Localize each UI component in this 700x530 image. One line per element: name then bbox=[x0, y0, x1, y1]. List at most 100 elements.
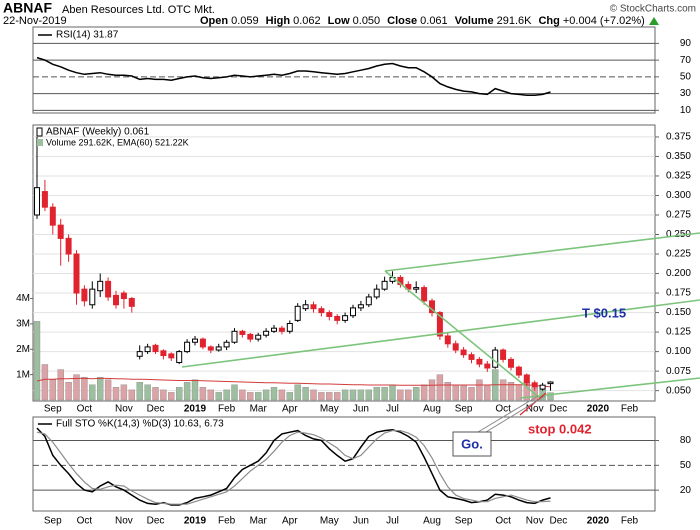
candle-body bbox=[334, 315, 341, 321]
x-tick-label: Oct bbox=[495, 516, 511, 527]
indicator-line bbox=[36, 430, 551, 505]
y-tick-label: 0.250 bbox=[666, 229, 691, 240]
quote-value: 0.061 bbox=[420, 15, 448, 27]
candle-body bbox=[286, 322, 293, 332]
trend-lines bbox=[181, 232, 700, 399]
volume-bar bbox=[247, 392, 254, 401]
volume-bar bbox=[49, 379, 56, 401]
candle-body bbox=[413, 287, 420, 290]
x-tick-label: Oct bbox=[77, 516, 93, 527]
quote-label: Chg bbox=[538, 15, 559, 27]
volume-bar bbox=[468, 387, 475, 401]
x-tick-label: 2020 bbox=[587, 404, 610, 415]
y-tick-label: 0.125 bbox=[666, 327, 691, 338]
volume-bar bbox=[334, 392, 341, 401]
volume-bar bbox=[302, 387, 309, 401]
volume-bar bbox=[191, 379, 199, 401]
rsi-panel bbox=[32, 26, 656, 114]
volume-bar bbox=[318, 392, 325, 401]
volume-bar bbox=[223, 389, 230, 401]
quote-label: High bbox=[266, 15, 291, 27]
x-tick-label: May bbox=[320, 516, 339, 527]
candle-body bbox=[263, 330, 270, 336]
panel-subtitle: Volume 291.62K, EMA(60) 521.22K bbox=[46, 137, 189, 147]
candle-body bbox=[350, 307, 356, 317]
x-tick-label: Aug bbox=[423, 516, 441, 527]
quote-value: +0.004 (+7.02%) bbox=[563, 15, 645, 27]
volume-bar bbox=[294, 384, 301, 401]
y-tick-label: 30 bbox=[680, 88, 692, 99]
volume-bar bbox=[41, 364, 49, 401]
candle-body bbox=[57, 224, 64, 239]
candle-body bbox=[484, 363, 491, 369]
volume-bar bbox=[65, 382, 72, 401]
quote-label: Volume bbox=[455, 15, 494, 27]
x-tick-label: Nov bbox=[115, 404, 133, 415]
candle-body bbox=[152, 344, 159, 353]
candle-body bbox=[41, 191, 48, 208]
volume-bar bbox=[507, 382, 515, 401]
volume-bar bbox=[168, 392, 175, 401]
volume-bar bbox=[128, 389, 136, 401]
candle-body bbox=[255, 334, 262, 340]
candle-body bbox=[365, 296, 372, 306]
candle-body bbox=[492, 349, 499, 368]
candle-body bbox=[531, 382, 538, 388]
x-tick-label: Sep bbox=[44, 404, 62, 415]
candle-body bbox=[231, 330, 238, 343]
volume-bar bbox=[175, 387, 183, 401]
panel-title: Full STO %K(14,3) %D(3) 10.63, 6.73 bbox=[56, 419, 224, 430]
volume-bar bbox=[152, 387, 159, 401]
x-tick-label: Dec bbox=[550, 516, 568, 527]
x-tick-label: 2020 bbox=[587, 516, 610, 527]
volume-bar bbox=[160, 389, 167, 401]
volume-bar bbox=[144, 384, 151, 401]
candle-body bbox=[357, 304, 364, 309]
x-tick-label: Dec bbox=[147, 516, 165, 527]
copyright: © StockCharts.com bbox=[610, 4, 696, 15]
volume-bar bbox=[428, 379, 436, 401]
trend-line bbox=[181, 299, 700, 368]
y-tick-label: 0.100 bbox=[666, 346, 691, 357]
candle-body bbox=[128, 298, 135, 307]
y-tick-label: 70 bbox=[680, 55, 692, 66]
x-tick-label: Nov bbox=[115, 516, 133, 527]
volume-bar bbox=[436, 374, 444, 401]
volume-tick-label: 3M bbox=[16, 319, 30, 330]
volume-bar bbox=[349, 389, 357, 401]
candle-body bbox=[105, 280, 112, 298]
y-tick-label: 0.350 bbox=[666, 151, 691, 162]
quote-line: Open 0.059 High 0.062 Low 0.050 Close 0.061 Volu… bbox=[200, 15, 645, 27]
candle-body bbox=[476, 358, 483, 365]
quote-value: 291.6K bbox=[497, 15, 533, 27]
candle-body bbox=[247, 333, 254, 340]
go-pointer bbox=[477, 395, 539, 433]
candle-body bbox=[120, 292, 127, 300]
y-tick-label: 0.050 bbox=[666, 385, 691, 396]
y-tick-label: 0.275 bbox=[666, 210, 691, 221]
company-name: Aben Resources Ltd. OTC Mkt. bbox=[62, 4, 215, 16]
volume-bar bbox=[89, 384, 96, 401]
x-tick-label: Sep bbox=[455, 404, 473, 415]
x-tick-label: Feb bbox=[218, 516, 236, 527]
annotation: T $0.15 bbox=[582, 305, 626, 320]
candle-body bbox=[460, 349, 467, 356]
volume-bar bbox=[104, 379, 112, 401]
candle-body bbox=[326, 312, 333, 317]
candle-body bbox=[468, 354, 475, 360]
x-tick-label: Oct bbox=[495, 404, 511, 415]
volume-bar bbox=[420, 384, 428, 401]
y-tick-label: 0.150 bbox=[666, 307, 691, 318]
quote-label: Close bbox=[387, 15, 417, 27]
volume-bar bbox=[286, 392, 293, 401]
trend-line bbox=[519, 377, 700, 399]
plot-area: 10 30 50 70 90 RSI(14) 31.87 0.050 0.075 0.100 0.… bbox=[16, 30, 691, 527]
volume-bar bbox=[112, 387, 120, 401]
volume-bar bbox=[183, 382, 191, 401]
candle-body bbox=[373, 288, 380, 298]
y-tick-label: 0.175 bbox=[666, 288, 691, 299]
x-tick-label: Feb bbox=[621, 516, 639, 527]
candle-body bbox=[97, 280, 104, 292]
volume-bar bbox=[397, 389, 404, 401]
